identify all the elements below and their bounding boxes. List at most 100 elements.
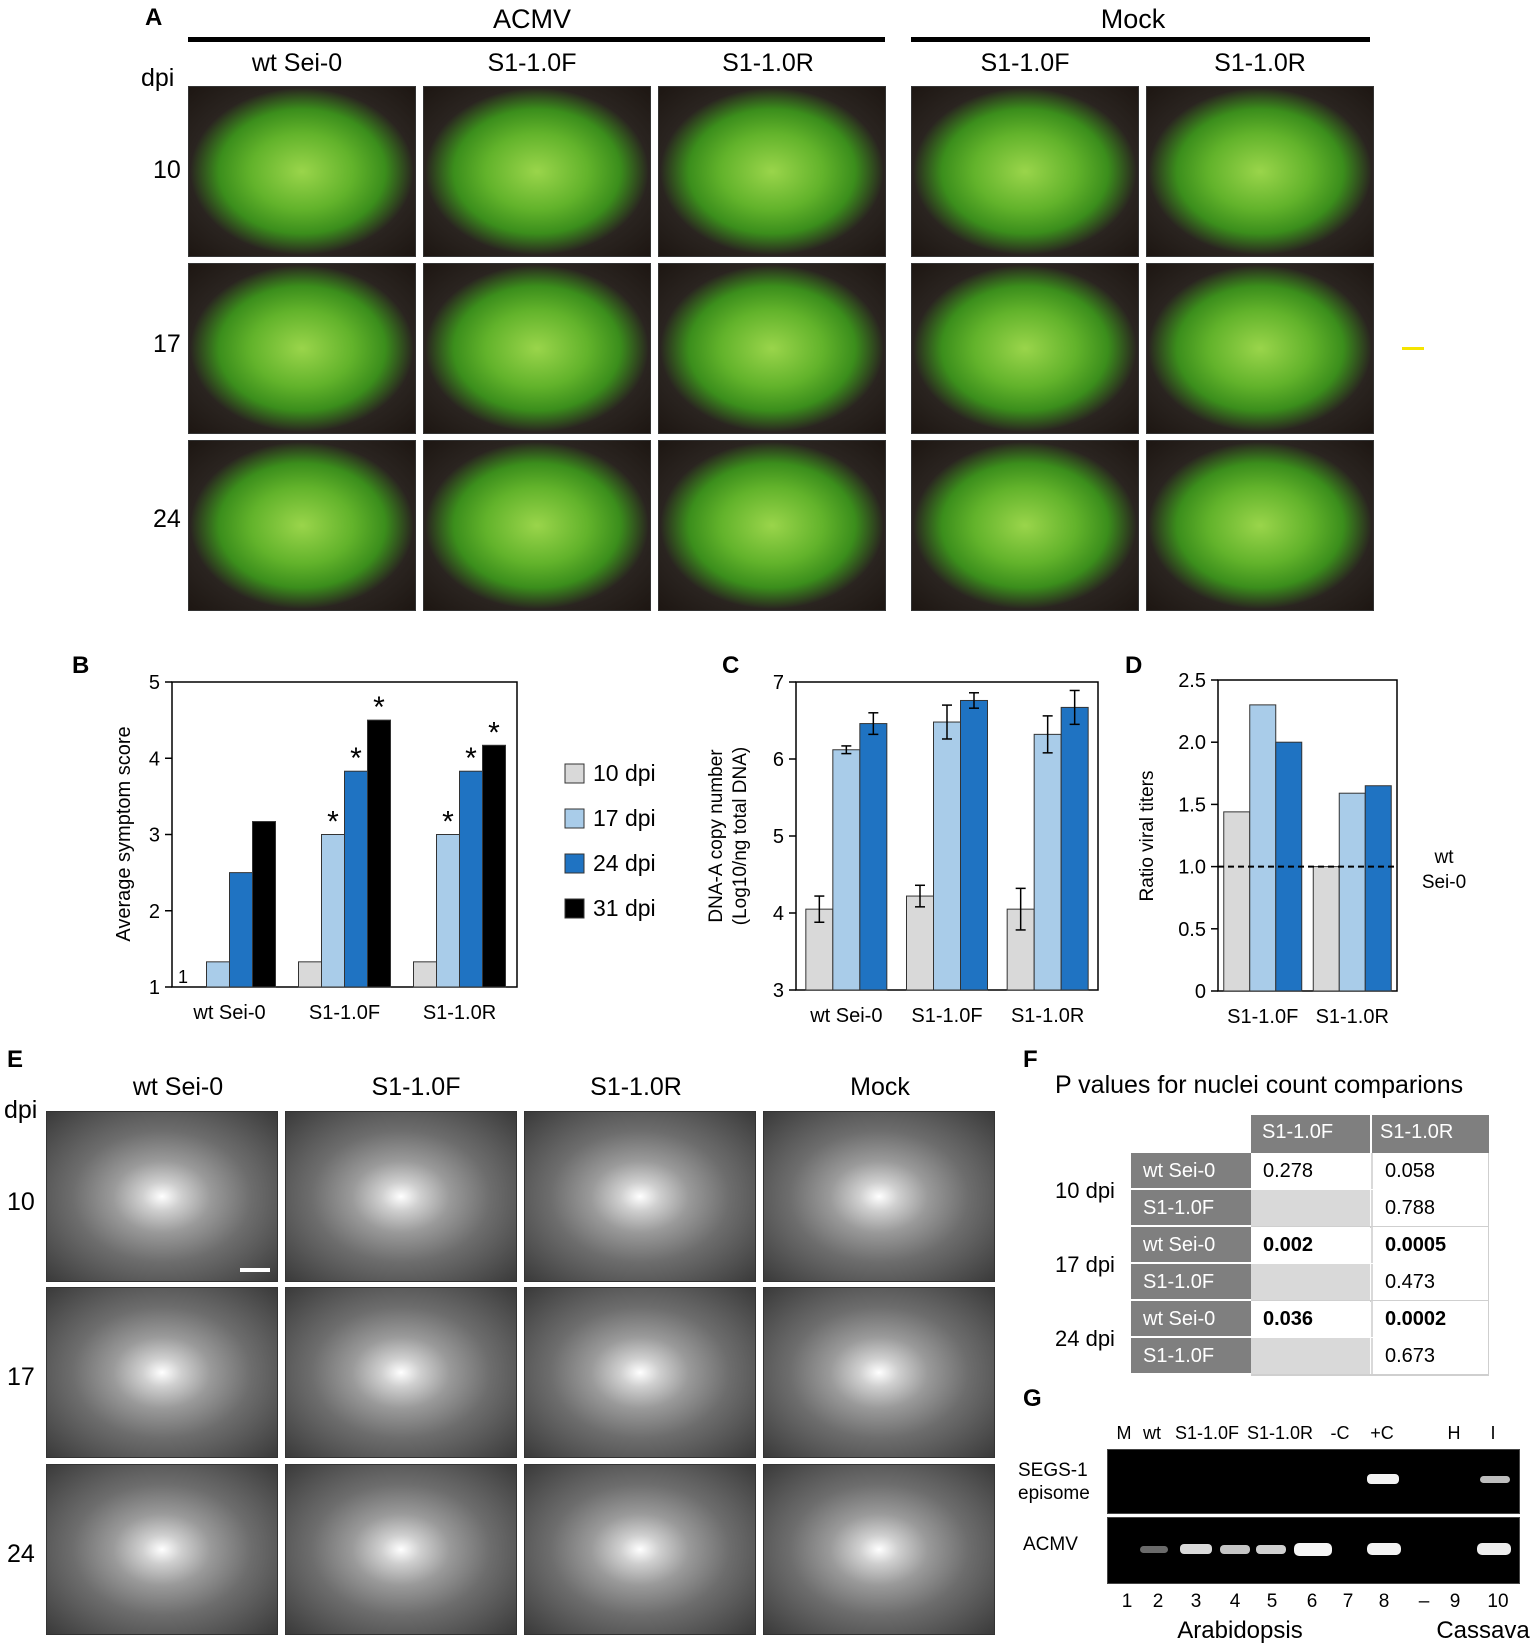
y-axis-label: DNA-A copy number [706,749,727,923]
significance-mark: * [327,806,339,839]
y-tick-label: 2 [149,901,160,923]
lane-number: 9 [1449,1591,1461,1612]
value-cell: 0.058 [1371,1153,1489,1189]
bar [1223,811,1251,992]
lane-number: – [1418,1591,1430,1612]
group-label-acmv: ACMV [492,4,572,34]
row-label-24-e: 24 [7,1540,35,1568]
micrograph [524,1111,756,1282]
significance-mark: * [442,806,454,839]
group-divider [1251,1374,1489,1376]
col-label-wt-sei0-e: wt Sei-0 [132,1073,224,1101]
y-tick-label: 0 [1195,981,1206,1003]
legend-swatch [564,898,585,919]
plant-photo [188,440,416,611]
legend-swatch [564,853,585,874]
panel-g-label: G [1023,1385,1042,1412]
lane-header: S1-1.0R [1246,1423,1314,1443]
col-label-s1r-e: S1-1.0R [590,1073,682,1101]
species-label-cassava: Cassava [1436,1617,1530,1644]
table-col-header: S1-1.0F [1262,1121,1334,1143]
plant-photo [658,86,886,257]
bar [1249,704,1277,992]
value-cell [1251,1338,1370,1374]
plant-photo [1146,86,1374,257]
bar [252,821,276,988]
x-tick-label: S1-1.0F [1227,1006,1298,1028]
x-tick-label: S1-1.0R [423,1002,496,1024]
bar [906,895,934,991]
y-tick-label: 4 [773,903,784,925]
table-row: S1-1.0F 0.788 [1131,1190,1489,1227]
plant-photo [423,263,651,434]
col-label-s1f-acmv: S1-1.0F [487,49,577,77]
panel-e-label: E [7,1046,24,1073]
value-cell: 0.0005 [1371,1227,1489,1263]
table-border [1488,1153,1489,1375]
x-tick-label: wt Sei-0 [192,1002,265,1024]
micrograph [285,1111,517,1282]
gel-band [1220,1545,1250,1554]
plant-photo [911,263,1139,434]
bar [1364,785,1392,992]
y-tick-label: 2.0 [1178,732,1206,754]
gel-row-label: ACMV [1023,1534,1078,1555]
micrograph [285,1464,517,1635]
lane-header: -C [1330,1423,1350,1443]
gel-image-segs1 [1107,1449,1520,1514]
lane-number: 6 [1306,1591,1318,1612]
dpi-label-e: dpi [4,1096,38,1124]
y-tick-label: 1 [149,977,160,999]
group-divider [1251,1226,1489,1228]
y-tick-label: 5 [773,826,784,848]
row-label-17-e: 17 [7,1363,35,1391]
table-row: wt Sei-0 0.036 0.0002 [1131,1301,1489,1338]
plant-photo [188,263,416,434]
row-label-24-a: 24 [153,505,181,533]
gel-band [1477,1543,1511,1555]
plant-photo [658,263,886,434]
lane-header: M [1116,1423,1132,1443]
plant-photo [1146,263,1374,434]
lane-header: S1-1.0F [1174,1423,1240,1443]
value-cell [1251,1264,1370,1300]
panel-f-title: P values for nuclei count comparions [1055,1071,1464,1099]
plant-photo [911,86,1139,257]
y-tick-label: 0.5 [1178,919,1206,941]
micrograph [46,1464,278,1635]
y-tick-label: 3 [773,980,784,1002]
value-cell: 0.002 [1251,1227,1370,1263]
significance-mark: * [488,716,500,749]
reference-label: wt [1434,847,1455,868]
plant-photo [658,440,886,611]
lane-number: 1 [1121,1591,1133,1612]
lane-number: 8 [1378,1591,1390,1612]
significance-mark: * [373,691,385,724]
gel-band [1180,1544,1212,1554]
micrograph [763,1464,995,1635]
x-tick-label: S1-1.0R [1011,1005,1084,1027]
micrograph [46,1287,278,1458]
panel-a-label: A [145,4,163,31]
table-row: wt Sei-0 0.002 0.0005 [1131,1227,1489,1264]
bar-annotation: 1 [178,967,188,987]
value-cell: 0.473 [1371,1264,1489,1300]
species-label-arabidopsis: Arabidopsis [1177,1617,1303,1644]
y-tick-label: 2.5 [1178,670,1206,692]
gel-band [1367,1543,1401,1555]
plant-photo [188,86,416,257]
panel-b-label: B [72,652,90,679]
value-cell: 0.788 [1371,1190,1489,1226]
lane-header: +C [1370,1423,1394,1443]
col-label-s1f-mock: S1-1.0F [980,49,1070,77]
lane-number: 4 [1229,1591,1241,1612]
lane-header: H [1447,1423,1461,1443]
y-tick-label: 5 [149,672,160,694]
table-row: S1-1.0F 0.673 [1131,1338,1489,1375]
lane-number: 10 [1487,1591,1509,1612]
lane-number: 5 [1266,1591,1278,1612]
dpi-group-label: 24 dpi [1055,1326,1115,1351]
legend-label: 24 dpi [593,850,656,876]
gel-row-label: episome [1018,1483,1090,1504]
lane-number: 3 [1190,1591,1202,1612]
